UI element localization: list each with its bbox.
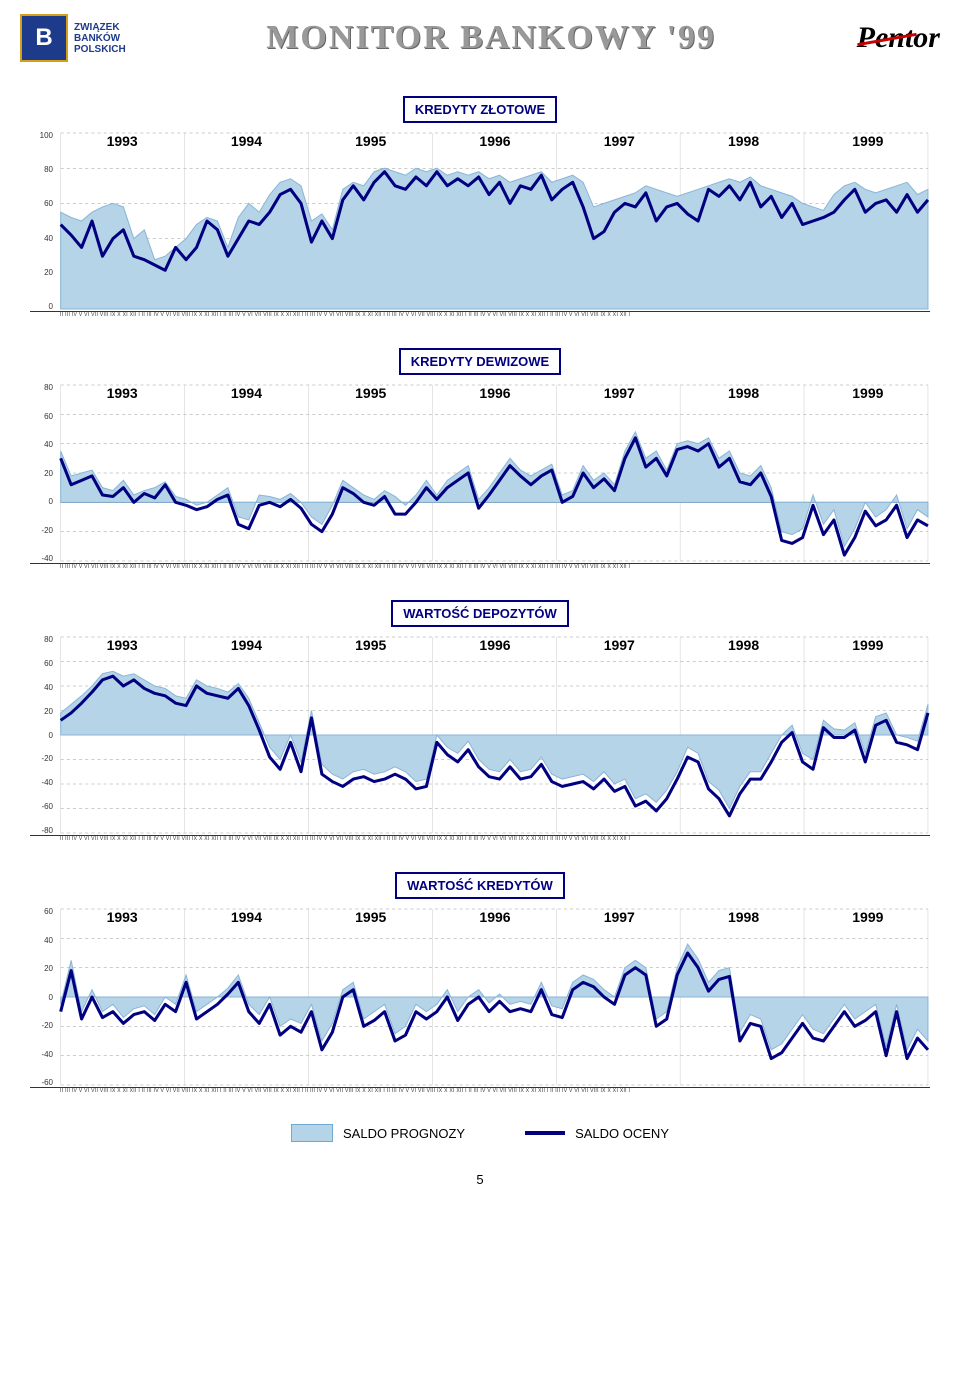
chart-plot: 1008060402001993199419951996199719981999 (30, 131, 930, 312)
x-axis: II III IV V VI VII VIII IX X XI XII I II… (30, 564, 930, 570)
swatch-line-icon (525, 1131, 565, 1135)
legend-oceny: SALDO OCENY (525, 1124, 669, 1142)
x-axis: II III IV V VI VII VIII IX X XI XII I II… (30, 836, 930, 842)
chart-container: WARTOŚĆ KREDYTÓW 6040200-20-40-6019931994… (30, 872, 930, 1094)
y-axis: 6040200-20-40-60 (25, 907, 53, 1087)
page-number: 5 (0, 1162, 960, 1207)
chart-title: KREDYTY ZŁOTOWE (403, 96, 557, 123)
logo-pentor: Pentor (857, 21, 940, 55)
logo-text: ZWIĄZEK BANKÓW POLSKICH (74, 22, 126, 55)
chart-title: WARTOŚĆ DEPOZYTÓW (391, 600, 569, 627)
legend-prognozy-label: SALDO PROGNOZY (343, 1126, 465, 1141)
chart-title: WARTOŚĆ KREDYTÓW (395, 872, 565, 899)
logo-zwiazek-bankow: B ZWIĄZEK BANKÓW POLSKICH (20, 14, 126, 62)
x-axis: II III IV V VI VII VIII IX X XI XII I II… (30, 312, 930, 318)
x-axis: II III IV V VI VII VIII IX X XI XII I II… (30, 1088, 930, 1094)
legend-prognozy: SALDO PROGNOZY (291, 1124, 465, 1142)
chart-plot: 806040200-20-40-60-801993199419951996199… (30, 635, 930, 836)
legend-oceny-label: SALDO OCENY (575, 1126, 669, 1141)
y-axis: 806040200-20-40 (25, 383, 53, 563)
logo-line-1: ZWIĄZEK (74, 22, 126, 33)
chart-container: KREDYTY DEWIZOWE 806040200-20-40199319941… (30, 348, 930, 570)
y-axis: 100806040200 (25, 131, 53, 311)
chart-plot: 6040200-20-40-60199319941995199619971998… (30, 907, 930, 1088)
logo-line-3: POLSKICH (74, 44, 126, 55)
chart-container: KREDYTY ZŁOTOWE 1008060402001993199419951… (30, 96, 930, 318)
swatch-area-icon (291, 1124, 333, 1142)
chart-title: KREDYTY DEWIZOWE (399, 348, 561, 375)
page-header: B ZWIĄZEK BANKÓW POLSKICH MONITOR BANKOW… (0, 0, 960, 76)
logo-b-icon: B (20, 14, 68, 62)
chart-container: WARTOŚĆ DEPOZYTÓW 806040200-20-40-60-8019… (30, 600, 930, 842)
chart-plot: 806040200-20-401993199419951996199719981… (30, 383, 930, 564)
logo-line-2: BANKÓW (74, 33, 126, 44)
legend: SALDO PROGNOZY SALDO OCENY (0, 1124, 960, 1142)
page-title: MONITOR BANKOWY '99 (266, 19, 716, 57)
y-axis: 806040200-20-40-60-80 (25, 635, 53, 835)
